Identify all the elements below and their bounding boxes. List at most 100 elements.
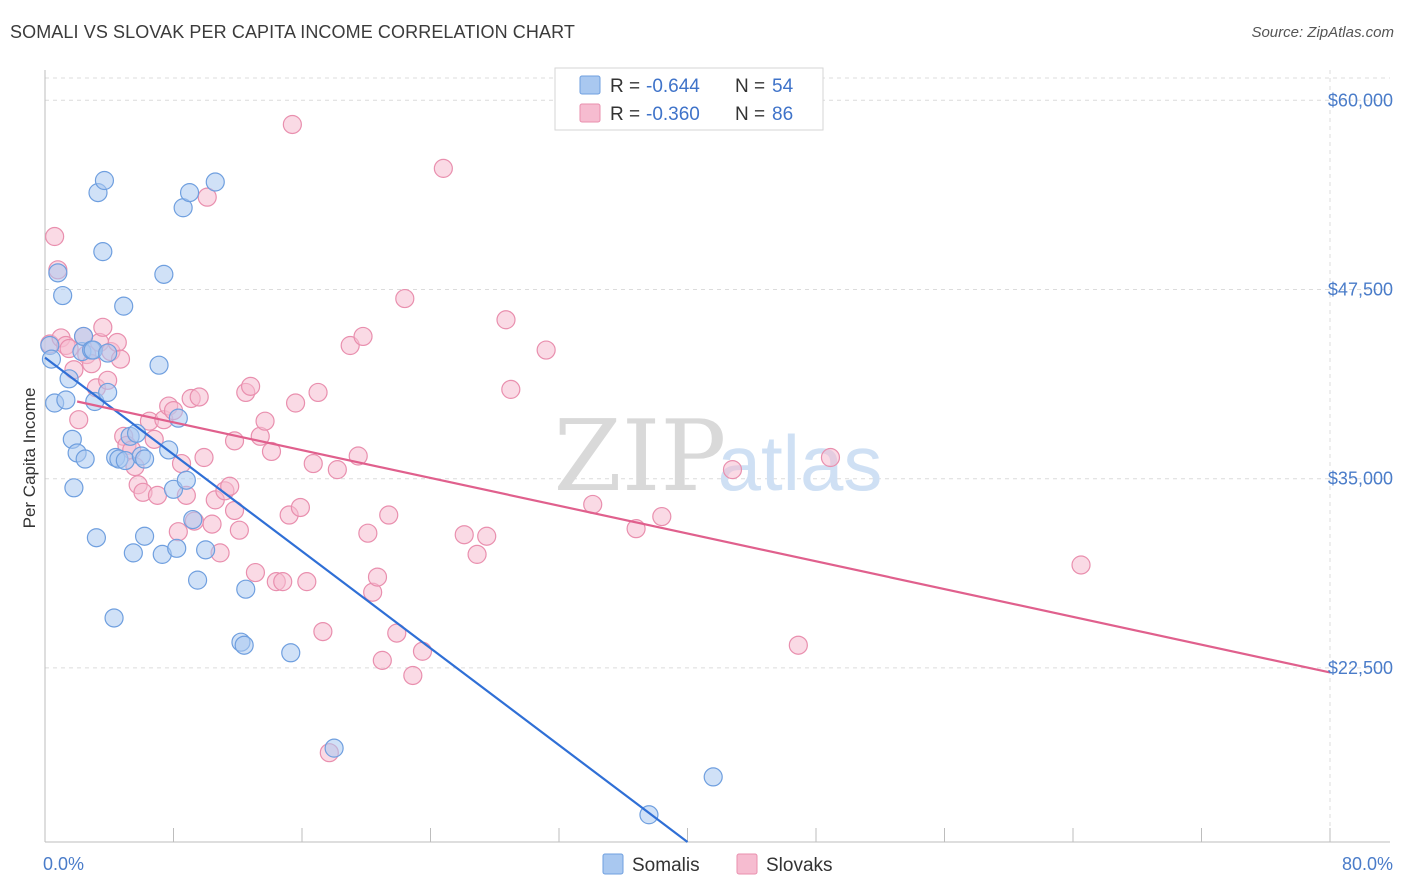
slovak-point-76 xyxy=(467,544,487,564)
slovak-point-75 xyxy=(454,525,474,545)
trend-lines xyxy=(44,356,1331,843)
slovak-point-74 xyxy=(433,158,453,178)
slovak-point-69 xyxy=(379,505,399,525)
bottom-legend-somali-label: Somalis xyxy=(632,855,700,876)
slovak-point-56 xyxy=(297,572,317,592)
somali-point-4 xyxy=(53,285,73,306)
legend-slovak-r-value: -0.360 xyxy=(646,104,700,125)
bottom-legend-slovak-swatch xyxy=(736,853,758,875)
slovak-point-54 xyxy=(285,393,306,413)
somali-point-12 xyxy=(75,449,95,469)
somali-point-8 xyxy=(64,478,84,498)
somali-point-18 xyxy=(93,242,113,262)
slovak-point-52 xyxy=(273,572,293,592)
somali-points xyxy=(40,170,723,825)
slovak-point-47 xyxy=(245,562,266,583)
slovak-point-71 xyxy=(395,288,415,309)
somali-point-36 xyxy=(167,538,187,558)
y-tick-label-1: $35,000 xyxy=(1328,469,1393,489)
slovak-point-37 xyxy=(197,187,217,207)
somali-trend-line xyxy=(44,356,689,843)
slovak-point-26 xyxy=(147,485,168,505)
somali-point-39 xyxy=(176,470,196,490)
slovak-point-36 xyxy=(194,447,214,468)
slovak-point-68 xyxy=(372,650,392,670)
somali-point-5 xyxy=(56,390,76,410)
somali-point-42 xyxy=(187,570,208,590)
legend-slovak-n-value: 86 xyxy=(772,104,793,125)
somali-point-30 xyxy=(134,526,155,546)
somali-point-41 xyxy=(183,509,203,530)
slovak-point-59 xyxy=(313,621,333,642)
somali-point-47 xyxy=(236,579,256,599)
somali-point-46 xyxy=(234,635,254,655)
slovak-point-88 xyxy=(282,114,302,135)
somali-point-21 xyxy=(104,608,124,628)
x-tick-labels: 0.0% 80.0% xyxy=(43,854,1393,874)
bottom-legend-somali-swatch xyxy=(602,853,624,875)
y-tick-label-3: $60,000 xyxy=(1328,90,1393,110)
slovak-trend-line xyxy=(76,400,1331,674)
slovak-point-55 xyxy=(290,497,310,518)
legend-somali-swatch xyxy=(579,75,601,95)
watermark-zip: ZIP xyxy=(554,400,727,514)
y-tick-labels: $22,500 $35,000 $47,500 $60,000 xyxy=(1328,90,1393,678)
slovak-point-79 xyxy=(501,379,521,399)
somali-point-52 xyxy=(98,343,118,363)
legend-somali-n-value: 54 xyxy=(772,76,794,97)
slovak-point-30 xyxy=(168,522,188,542)
grid-lines xyxy=(45,70,1390,842)
somali-point-43 xyxy=(196,540,216,560)
slovak-point-44 xyxy=(229,520,249,540)
slovak-point-58 xyxy=(308,382,328,403)
slovak-point-46 xyxy=(241,376,261,396)
slovak-point-80 xyxy=(536,340,556,360)
legend-somali-r-label: R = xyxy=(610,76,640,97)
somali-point-20 xyxy=(98,382,118,403)
slovak-point-73 xyxy=(412,641,433,661)
somali-point-48 xyxy=(281,643,301,663)
somali-point-51 xyxy=(703,767,723,787)
y-tick-label-2: $47,500 xyxy=(1328,279,1393,299)
somali-point-16 xyxy=(86,528,107,548)
slovak-point-31 xyxy=(171,453,192,474)
somali-point-49 xyxy=(324,738,344,758)
somali-point-25 xyxy=(115,450,135,471)
legend-somali-n-label: N = xyxy=(735,76,765,97)
slovak-point-87 xyxy=(1071,555,1091,575)
y-tick-label-0: $22,500 xyxy=(1328,658,1393,678)
slovak-point-42 xyxy=(220,476,240,496)
slovak-point-72 xyxy=(403,665,423,686)
somali-point-6 xyxy=(59,369,79,389)
slovak-point-84 xyxy=(722,460,743,480)
legend-slovak-r-label: R = xyxy=(610,104,640,125)
slovak-point-64 xyxy=(353,326,373,347)
somali-point-33 xyxy=(154,264,174,284)
slovak-point-85 xyxy=(788,635,808,655)
slovak-point-13 xyxy=(93,317,113,337)
slovak-point-38 xyxy=(202,514,222,534)
legend-somali-r-value: -0.644 xyxy=(646,76,700,97)
watermark: ZIP atlas xyxy=(554,400,883,514)
somali-point-40 xyxy=(179,183,200,203)
somali-point-1 xyxy=(41,349,62,369)
slovak-point-78 xyxy=(496,310,516,330)
slovak-point-65 xyxy=(358,523,378,543)
slovak-point-57 xyxy=(303,453,323,474)
source-label: Source: ZipAtlas.com xyxy=(1251,24,1394,41)
somali-point-53 xyxy=(134,449,155,469)
somali-point-31 xyxy=(149,355,169,375)
x-tick-label-1: 80.0% xyxy=(1342,854,1393,874)
slovak-points xyxy=(40,114,1091,763)
slovak-point-49 xyxy=(255,411,275,431)
somali-point-3 xyxy=(48,263,68,283)
bottom-legend-slovak-label: Slovaks xyxy=(766,855,833,876)
chart-title: SOMALI VS SLOVAK PER CAPITA INCOME CORRE… xyxy=(10,22,575,42)
axes xyxy=(44,70,1390,843)
watermark-atlas: atlas xyxy=(718,419,883,507)
somali-point-44 xyxy=(205,172,225,192)
slovak-point-83 xyxy=(652,506,672,527)
slovak-point-77 xyxy=(477,526,497,546)
slovak-point-61 xyxy=(327,460,347,480)
